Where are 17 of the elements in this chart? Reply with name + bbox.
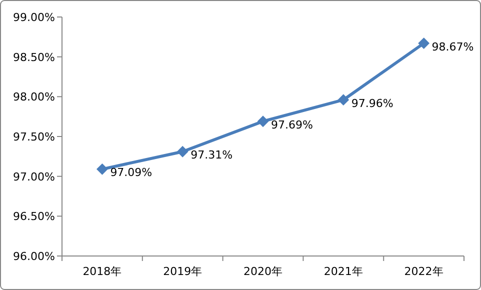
y-tick-label: 96.00% bbox=[13, 250, 55, 263]
x-tick-label: 2018年 bbox=[82, 265, 122, 278]
y-tick-label: 98.50% bbox=[13, 50, 55, 64]
data-label: 98.67% bbox=[432, 40, 474, 54]
x-tick-label: 2020年 bbox=[244, 265, 282, 278]
y-tick-label: 99.00% bbox=[13, 11, 55, 24]
x-tick-label: 2021年 bbox=[324, 265, 363, 278]
data-label: 97.09% bbox=[110, 166, 152, 180]
x-tick-label: 2022年 bbox=[404, 265, 444, 278]
y-tick-label: 97.50% bbox=[13, 130, 55, 144]
data-label: 97.31% bbox=[190, 148, 233, 162]
y-tick-label: 98.00% bbox=[13, 90, 55, 104]
x-tick-label: 2019年 bbox=[163, 265, 202, 278]
y-tick-label: 96.50% bbox=[13, 210, 55, 224]
data-label: 97.69% bbox=[271, 118, 313, 132]
y-tick-label: 97.00% bbox=[13, 170, 55, 184]
data-label: 97.96% bbox=[351, 96, 394, 110]
